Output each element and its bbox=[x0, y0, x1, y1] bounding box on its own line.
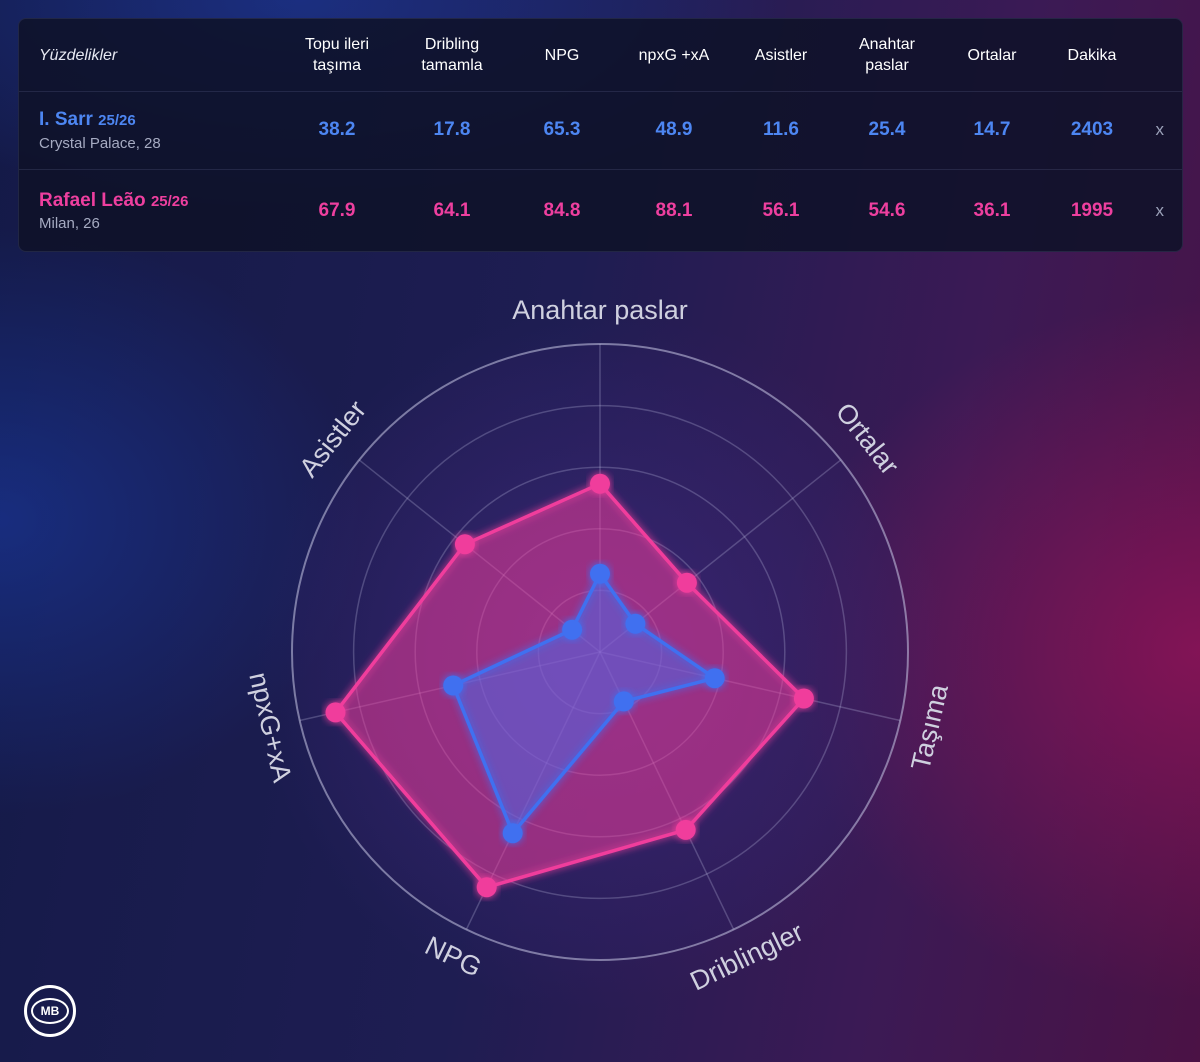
table-cell: 48.9 bbox=[655, 119, 693, 140]
data-point bbox=[704, 668, 725, 689]
data-point bbox=[625, 613, 646, 634]
axis-label: npxG+xA bbox=[243, 669, 297, 785]
column-header-npxg-xa: npxG +xA bbox=[638, 46, 710, 64]
table-cell: 2403 bbox=[1070, 119, 1114, 140]
table-cell: 54.6 bbox=[868, 200, 906, 221]
player-name[interactable]: I. Sarr 25/26 bbox=[39, 109, 136, 131]
data-point bbox=[590, 473, 610, 494]
player-season: 25/26 bbox=[98, 112, 136, 129]
table-cell: 64.1 bbox=[433, 200, 471, 221]
brand-logo-text: MB bbox=[31, 998, 69, 1024]
player-club: Milan, 26 bbox=[39, 215, 100, 232]
data-point bbox=[325, 702, 346, 723]
table-cell: 56.1 bbox=[762, 200, 800, 221]
table-cell: 84.8 bbox=[543, 200, 581, 221]
table-header: Yüzdelikler Topu ileri taşıma Dribling tam… bbox=[19, 19, 1182, 92]
table-cell: 38.2 bbox=[318, 119, 356, 140]
data-point bbox=[675, 819, 696, 840]
player-name-text: Rafael Leão bbox=[39, 190, 146, 211]
data-point bbox=[613, 691, 634, 712]
player-season: 25/26 bbox=[150, 193, 189, 210]
table-cell: 25.4 bbox=[868, 119, 906, 140]
column-header-dribling-tamamla: Dribling tamamla bbox=[421, 36, 483, 74]
remove-player-button[interactable]: x bbox=[1155, 201, 1165, 220]
radar-series bbox=[325, 473, 814, 898]
data-point bbox=[562, 619, 583, 640]
player-club: Crystal Palace, 28 bbox=[39, 135, 161, 152]
table-cell: 65.3 bbox=[543, 119, 581, 140]
column-header-ortalar: Ortalar bbox=[967, 46, 1017, 64]
table-cell: 14.7 bbox=[973, 119, 1011, 140]
axis-label: NPG bbox=[420, 930, 486, 982]
table-cell: 67.9 bbox=[318, 200, 356, 221]
table-cell: 17.8 bbox=[433, 119, 471, 140]
series-sarr bbox=[443, 563, 725, 844]
table-row: I. Sarr 25/26 Crystal Palace, 28 38.2 17… bbox=[19, 91, 1182, 170]
column-header-anahtar-paslar: Anahtar paslar bbox=[858, 36, 916, 74]
player-name-text: I. Sarr bbox=[39, 109, 93, 130]
player-name[interactable]: Rafael Leão 25/26 bbox=[39, 190, 188, 212]
data-point bbox=[443, 675, 464, 696]
column-header-topu-ileri-tasima: Topu ileri taşıma bbox=[304, 36, 370, 74]
column-header-npg: NPG bbox=[544, 46, 580, 64]
series-polygon bbox=[451, 572, 717, 835]
data-point bbox=[793, 688, 814, 709]
table-row: Rafael Leão 25/26 Milan, 26 67.9 64.1 84… bbox=[19, 169, 1182, 253]
radar-ring bbox=[352, 404, 848, 900]
brand-logo: MB bbox=[24, 985, 76, 1037]
axis-label: Taşıma bbox=[905, 681, 954, 773]
data-point bbox=[590, 563, 610, 584]
column-header-asistler: Asistler bbox=[754, 46, 808, 64]
remove-player-button[interactable]: x bbox=[1155, 120, 1165, 139]
table-cell: 1995 bbox=[1070, 200, 1114, 221]
table-title: Yüzdelikler bbox=[39, 46, 118, 64]
table-cell: 88.1 bbox=[655, 200, 693, 221]
data-point bbox=[476, 877, 497, 898]
table-cell: 11.6 bbox=[763, 119, 799, 140]
data-point bbox=[454, 534, 475, 555]
axis-label: Anahtar paslar bbox=[512, 295, 688, 325]
column-header-dakika: Dakika bbox=[1067, 46, 1117, 64]
percentile-table: Yüzdelikler Topu ileri taşıma Dribling tam… bbox=[18, 18, 1183, 252]
table-cell: 36.1 bbox=[973, 200, 1011, 221]
data-point bbox=[676, 572, 697, 593]
data-point bbox=[502, 823, 523, 844]
